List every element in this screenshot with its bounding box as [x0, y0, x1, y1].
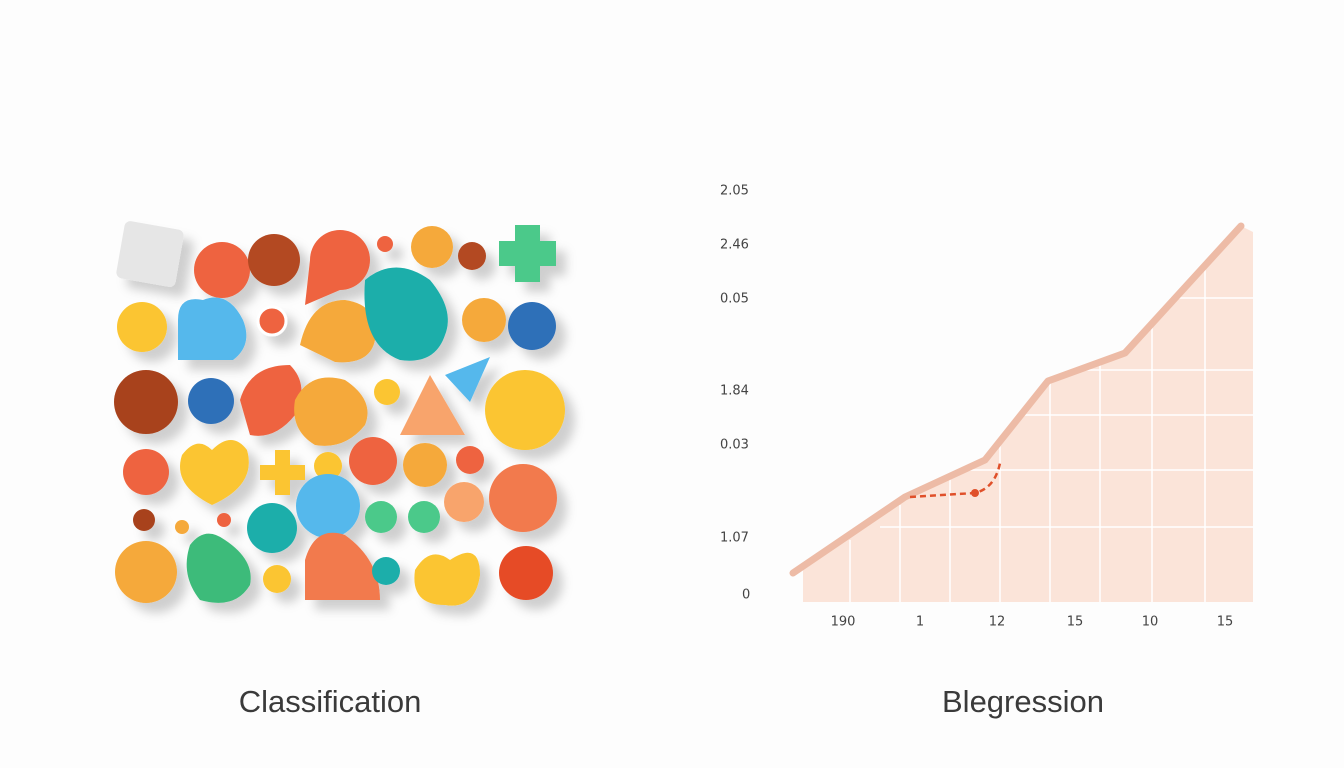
x-label: 10 — [1142, 615, 1159, 630]
x-label: 15 — [1217, 615, 1234, 630]
caption: Classification — [239, 684, 422, 719]
x-label: 12 — [989, 615, 1006, 630]
x-label: 15 — [1067, 615, 1084, 630]
caption: Blegression — [942, 684, 1104, 719]
y-label: 2.05 — [720, 184, 749, 199]
regression-plot — [789, 222, 1253, 602]
y-label: 1.84 — [720, 384, 749, 399]
x-labels: 190 1 12 15 10 15 — [831, 615, 1234, 630]
y-label: 0.03 — [720, 438, 749, 453]
y-label: 1.07 — [720, 531, 749, 546]
x-label: 1 — [916, 615, 924, 630]
classification-shapes — [114, 221, 565, 606]
y-label: 0 — [742, 588, 750, 603]
y-label: 0.05 — [720, 292, 749, 307]
x-label: 190 — [831, 615, 856, 630]
y-labels: 2.05 2.46 0.05 1.84 0.03 1.07 0 — [720, 184, 750, 603]
y-label: 2.46 — [720, 238, 749, 253]
